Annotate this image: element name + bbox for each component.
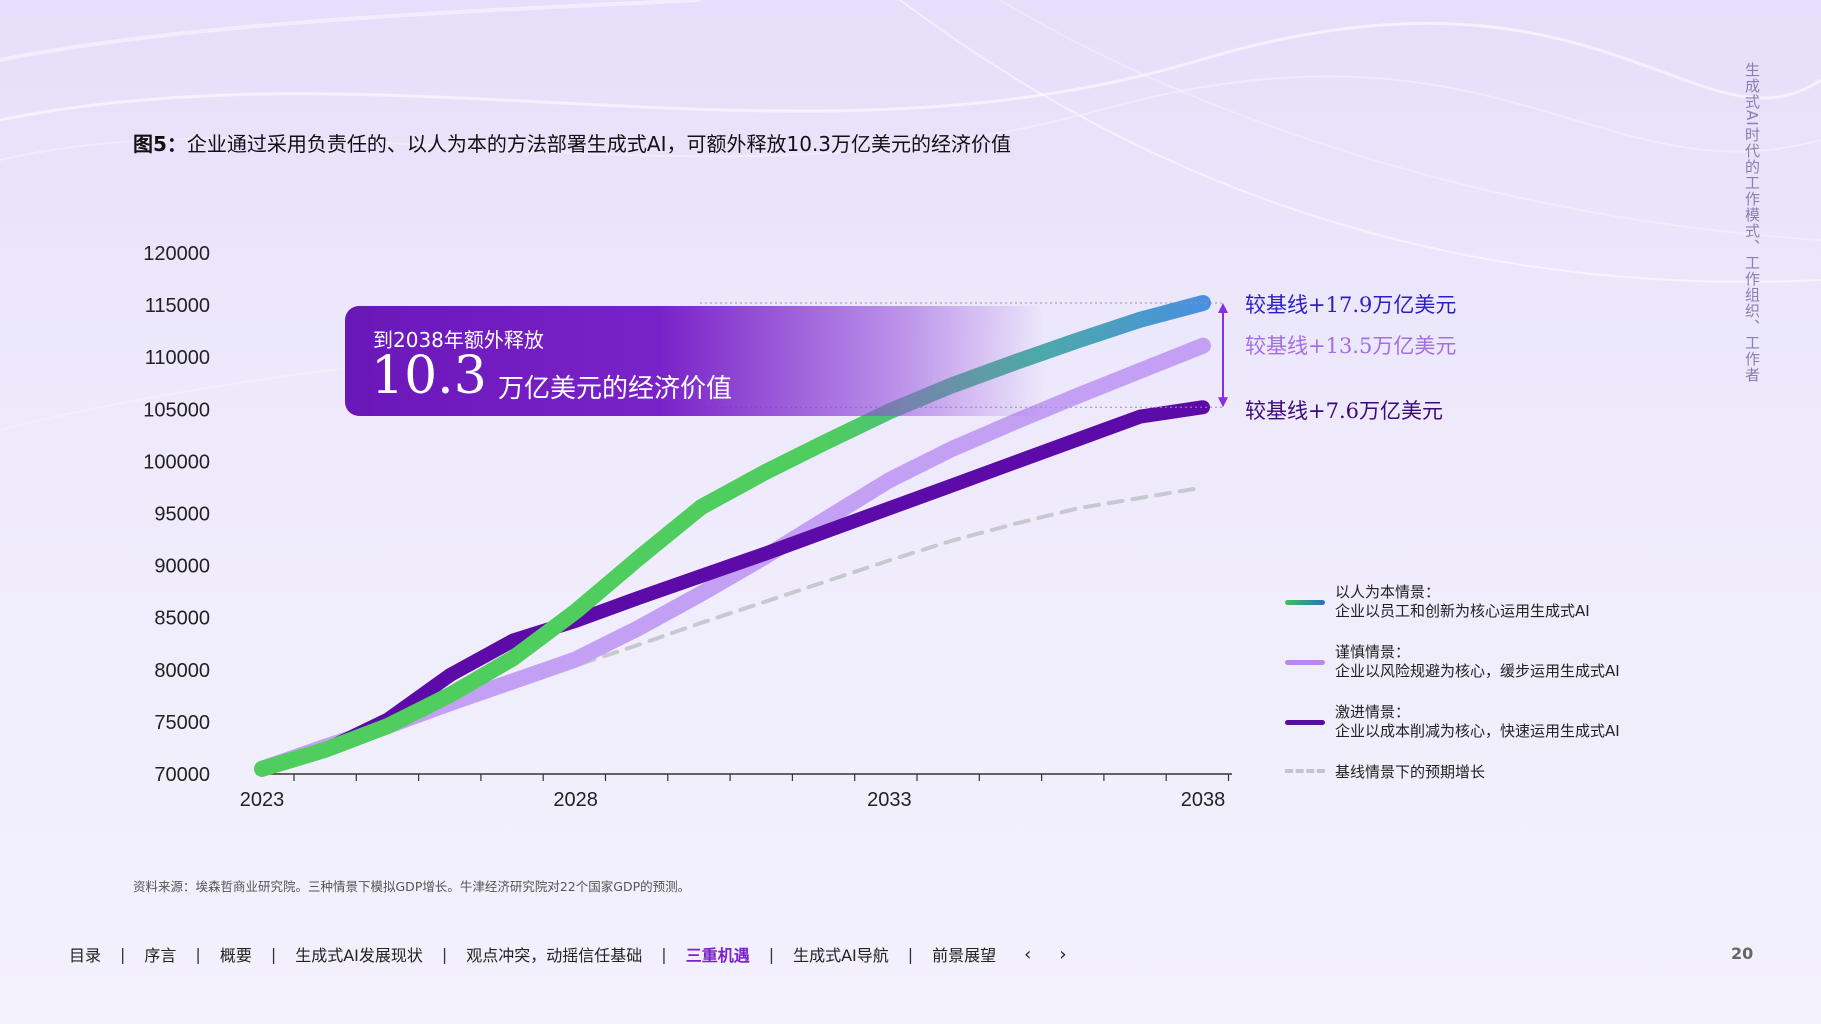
legend-text-aggressive: 激进情景： 企业以成本削减为核心，快速运用生成式AI [1335, 703, 1620, 741]
x-tick-label: 2028 [553, 789, 598, 811]
figure-number: 图5： [133, 132, 187, 156]
figure-title-text: 企业通过采用负责任的、以人为本的方法部署生成式AI，可额外释放10.3万亿美元的… [186, 132, 1012, 156]
callout-banner: 到2038年额外释放 10.3 万亿美元的经济价值 [345, 306, 1045, 416]
nav-separator: | [270, 944, 277, 964]
nav-separator: | [195, 944, 201, 964]
nav-item-outlook[interactable]: 前景展望 [932, 946, 997, 965]
data-point [1077, 508, 1078, 509]
legend-title: 激进情景： [1335, 703, 1411, 721]
nav-item-genai-navigation[interactable]: 生成式AI导航 [793, 946, 889, 965]
data-point [826, 581, 827, 582]
chart-legend: 以人为本情景： 企业以员工和创新为核心运用生成式AI 谨慎情景： 企业以风险规避… [1285, 583, 1705, 793]
x-tick-label: 2038 [1181, 789, 1226, 811]
legend-swatch-cautious [1285, 660, 1325, 665]
y-tick-label: 110000 [145, 347, 210, 369]
figure-title: 图5：企业通过采用负责任的、以人为本的方法部署生成式AI，可额外释放10.3万亿… [133, 128, 1011, 157]
side-section-label: 生成式AI时代的工作模式、工作组织、工作者 [1743, 62, 1761, 383]
y-tick-label: 85000 [154, 608, 210, 630]
legend-item-baseline: 基线情景下的预期增长 [1285, 763, 1705, 793]
y-tick-label: 120000 [143, 243, 210, 265]
legend-swatch-baseline [1285, 769, 1325, 773]
callout-rest: 万亿美元的经济价值 [498, 374, 733, 404]
nav-separator: | [441, 944, 448, 964]
y-tick-label: 115000 [145, 295, 210, 317]
nav-item-genai-status[interactable]: 生成式AI发展现状 [295, 946, 423, 965]
legend-title: 谨慎情景： [1335, 643, 1411, 661]
nav-item-toc[interactable]: 目录 [69, 946, 102, 965]
legend-swatch-human-centric [1285, 600, 1325, 605]
y-tick-label: 105000 [143, 399, 210, 421]
chevron-left-icon[interactable]: ‹ [1024, 943, 1032, 965]
nav-item-preface[interactable]: 序言 [144, 946, 177, 965]
legend-item-human-centric: 以人为本情景： 企业以员工和创新为核心运用生成式AI [1285, 583, 1705, 643]
chart-series [254, 295, 1211, 777]
y-tick-label: 70000 [154, 764, 210, 786]
chevron-right-icon[interactable]: › [1059, 943, 1067, 965]
y-tick-label: 95000 [154, 504, 210, 526]
legend-text-baseline: 基线情景下的预期增长 [1335, 763, 1486, 781]
diff-label-cautious: 较基线+13.5万亿美元 [1245, 334, 1457, 358]
y-tick-label: 75000 [154, 712, 210, 734]
legend-swatch-aggressive [1285, 720, 1325, 725]
legend-desc: 企业以成本削减为核心，快速运用生成式AI [1335, 722, 1620, 740]
legend-text-human-centric: 以人为本情景： 企业以员工和创新为核心运用生成式AI [1335, 583, 1590, 621]
series-line [254, 295, 1211, 777]
x-tick-label: 2033 [867, 789, 912, 811]
data-point [1203, 487, 1204, 488]
legend-item-aggressive: 激进情景： 企业以成本削减为核心，快速运用生成式AI [1285, 703, 1705, 763]
nav-item-trust[interactable]: 观点冲突，动摇信任基础 [466, 946, 643, 965]
nav-item-summary[interactable]: 概要 [219, 946, 252, 965]
nav-item-opportunities[interactable]: 三重机遇 [685, 946, 750, 965]
page-number: 20 [1731, 944, 1754, 963]
chart-axes: 70000 75000 80000 85000 90000 95000 100000 1050… [143, 243, 1232, 811]
diff-label-aggressive: 较基线+7.6万亿美元 [1245, 399, 1443, 423]
callout-line1: 到2038年额外释放 [373, 328, 544, 352]
range-arrow-head-top [1218, 303, 1228, 314]
bottom-nav: 目录 | 序言 | 概要 | 生成式AI发展现状 | 观点冲突，动摇信任基础 |… [69, 942, 1067, 966]
source-note: 资料来源：埃森哲商业研究院。三种情景下模拟GDP增长。牛津经济研究院对22个国家… [133, 879, 691, 894]
y-tick-label: 80000 [154, 660, 210, 682]
legend-desc: 企业以风险规避为核心，缓步运用生成式AI [1335, 662, 1620, 680]
diff-label-human-centric: 较基线+17.9万亿美元 [1245, 293, 1457, 317]
legend-title: 以人为本情景： [1335, 583, 1441, 601]
x-tick-label: 2023 [240, 789, 285, 811]
legend-text-cautious: 谨慎情景： 企业以风险规避为核心，缓步运用生成式AI [1335, 643, 1620, 681]
series-line [260, 485, 1205, 771]
nav-separator: | [661, 944, 667, 964]
nav-separator: | [907, 944, 914, 964]
legend-item-cautious: 谨慎情景： 企业以风险规避为核心，缓步运用生成式AI [1285, 643, 1705, 703]
legend-desc: 企业以员工和创新为核心运用生成式AI [1335, 602, 1590, 620]
nav-separator: | [120, 944, 126, 964]
series-line [255, 400, 1210, 776]
y-tick-label: 100000 [143, 451, 210, 473]
callout-big-number: 10.3 [371, 346, 487, 406]
y-tick-label: 90000 [154, 556, 210, 578]
range-arrow-head-bottom [1218, 397, 1228, 408]
nav-separator: | [768, 944, 775, 964]
